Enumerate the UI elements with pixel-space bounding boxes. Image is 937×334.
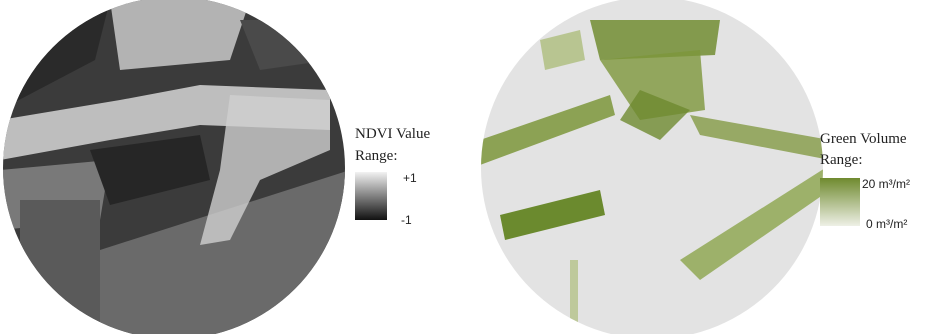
- legend-max-label: +1: [403, 171, 417, 185]
- legend-title: Green Volume: [820, 131, 907, 147]
- green-volume-map: [480, 0, 830, 334]
- legend-max-label: 20 m³/m²: [862, 177, 910, 191]
- legend-gradient: [355, 172, 387, 220]
- legend-gradient: [820, 178, 860, 226]
- legend-min-label: 0 m³/m²: [866, 217, 907, 231]
- figure: NDVI Value Range: +1 -1 Green Volume Ran…: [0, 0, 937, 334]
- legend-min-label: -1: [401, 213, 412, 227]
- ndvi-map: [0, 0, 350, 334]
- legend-subtitle: Range:: [820, 152, 863, 168]
- legend-subtitle: Range:: [355, 148, 398, 164]
- legend-title: NDVI Value: [355, 126, 430, 142]
- page: NDVI Value Range: +1 -1 Green Volume Ran…: [0, 0, 937, 334]
